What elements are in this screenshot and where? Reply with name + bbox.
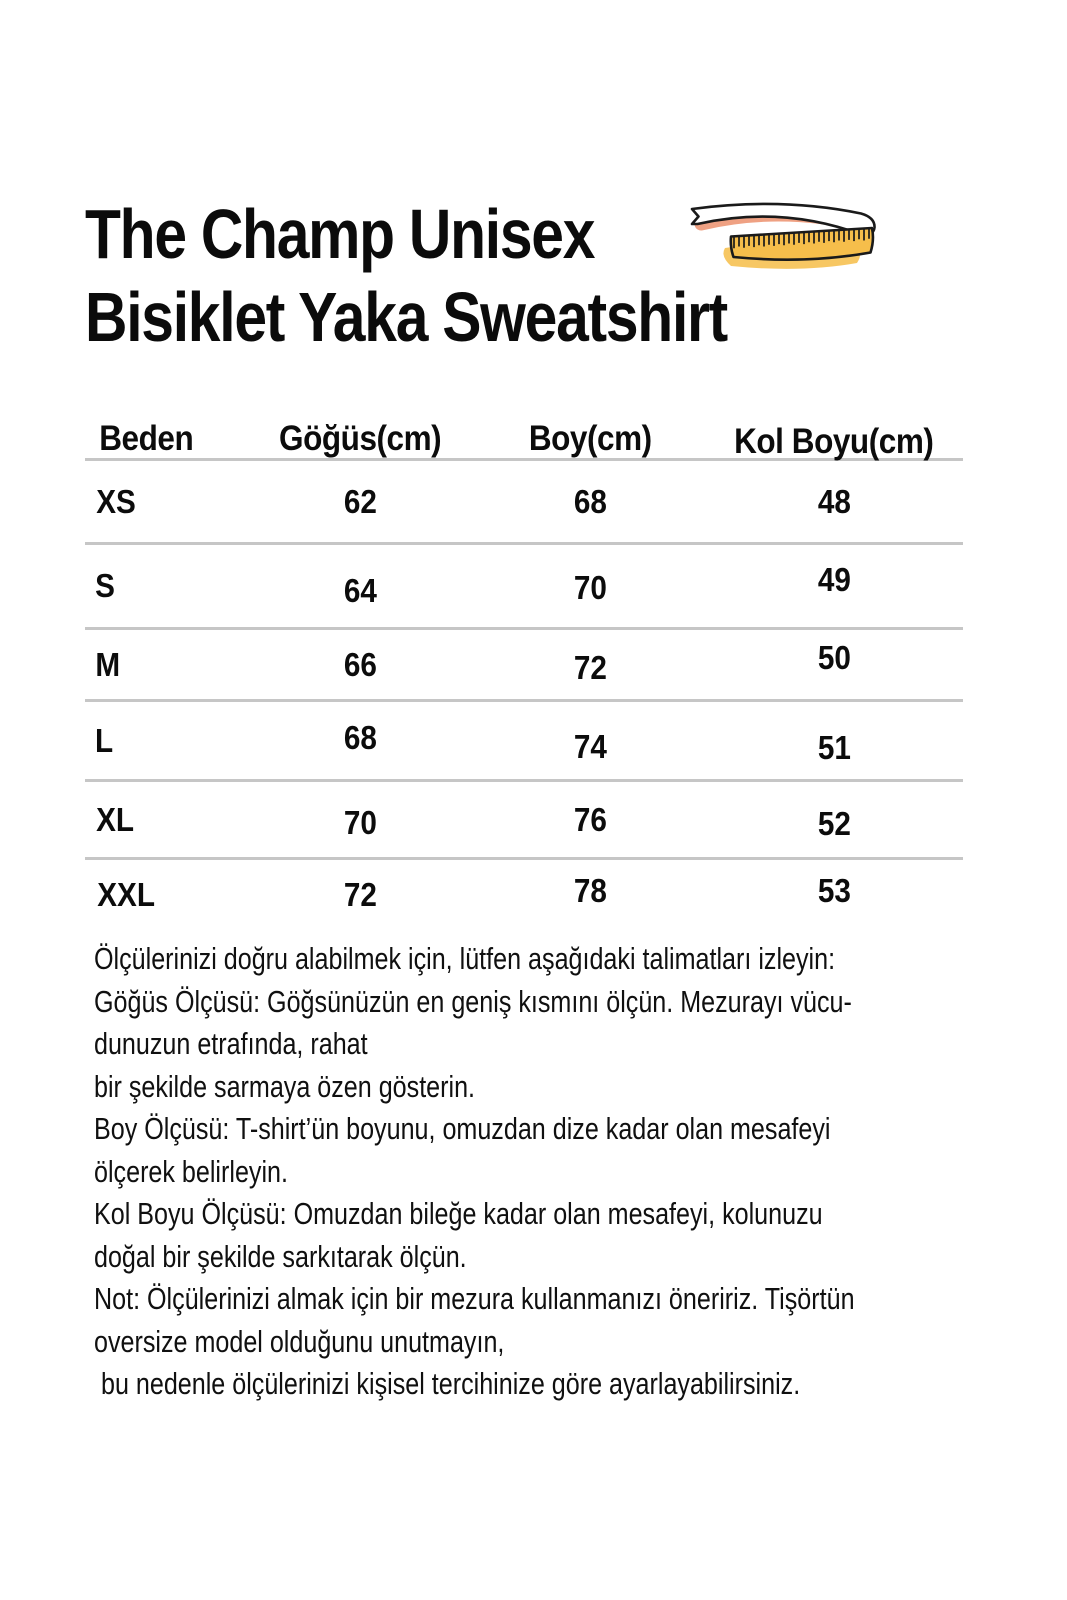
- size-table-row-m: M 66 72 50: [85, 630, 963, 702]
- sleeve-value: 48: [817, 482, 851, 520]
- length-value: 72: [573, 648, 607, 686]
- instructions-text: Ölçülerinizi doğru alabilmek için, lütfe…: [94, 941, 855, 1401]
- size-label: S: [95, 567, 115, 604]
- product-title-line-2: Bisiklet Yaka Sweatshirt: [85, 278, 728, 356]
- size-table-row-xxl: XXL 72 78 53: [85, 860, 963, 930]
- chest-value: 70: [343, 803, 377, 841]
- measurement-instructions: Ölçülerinizi doğru alabilmek için, lütfe…: [94, 938, 855, 1406]
- col-header-gogus: Göğüs(cm): [278, 419, 442, 458]
- sleeve-value: 50: [817, 638, 851, 676]
- sleeve-value: 49: [817, 561, 851, 598]
- tape-tick-marks: [733, 228, 870, 249]
- size-table-row-xs: XS 62 68 48: [85, 461, 963, 545]
- product-title-line-1: The Champ Unisex: [85, 195, 595, 273]
- chest-value: 68: [343, 718, 377, 756]
- size-table-header-row: Beden Göğüs(cm) Boy(cm) Kol Boyu(cm): [85, 419, 963, 461]
- tape-top-band: [690, 202, 876, 237]
- length-value: 70: [573, 569, 607, 606]
- size-label: XXL: [97, 876, 155, 913]
- sleeve-value: 53: [817, 872, 851, 909]
- chest-value: 64: [343, 572, 377, 609]
- col-header-beden: Beden: [99, 419, 194, 458]
- sleeve-value: 52: [817, 804, 851, 842]
- col-header-kol-boyu: Kol Boyu(cm): [734, 422, 934, 461]
- size-label: XL: [96, 800, 135, 838]
- size-label: M: [95, 645, 121, 683]
- product-title: The Champ Unisex Bisiklet Yaka Sweatshir…: [85, 193, 728, 359]
- size-label: L: [95, 721, 114, 759]
- length-value: 68: [573, 482, 607, 520]
- size-label: XS: [96, 482, 136, 520]
- sleeve-value: 51: [817, 728, 851, 766]
- col-header-boy: Boy(cm): [528, 419, 652, 458]
- size-table: Beden Göğüs(cm) Boy(cm) Kol Boyu(cm) XS …: [85, 419, 963, 930]
- tape-front-face: [729, 226, 875, 261]
- length-value: 76: [573, 800, 607, 838]
- chest-value: 66: [343, 645, 377, 683]
- chest-value: 62: [343, 482, 377, 520]
- length-value: 74: [573, 727, 607, 765]
- size-table-row-l: L 68 74 51: [85, 702, 963, 782]
- size-table-row-xl: XL 70 76 52: [85, 782, 963, 860]
- length-value: 78: [573, 872, 607, 909]
- chest-value: 72: [343, 876, 377, 913]
- size-table-row-s: S 64 70 49: [85, 545, 963, 630]
- measuring-tape-icon: [690, 202, 876, 269]
